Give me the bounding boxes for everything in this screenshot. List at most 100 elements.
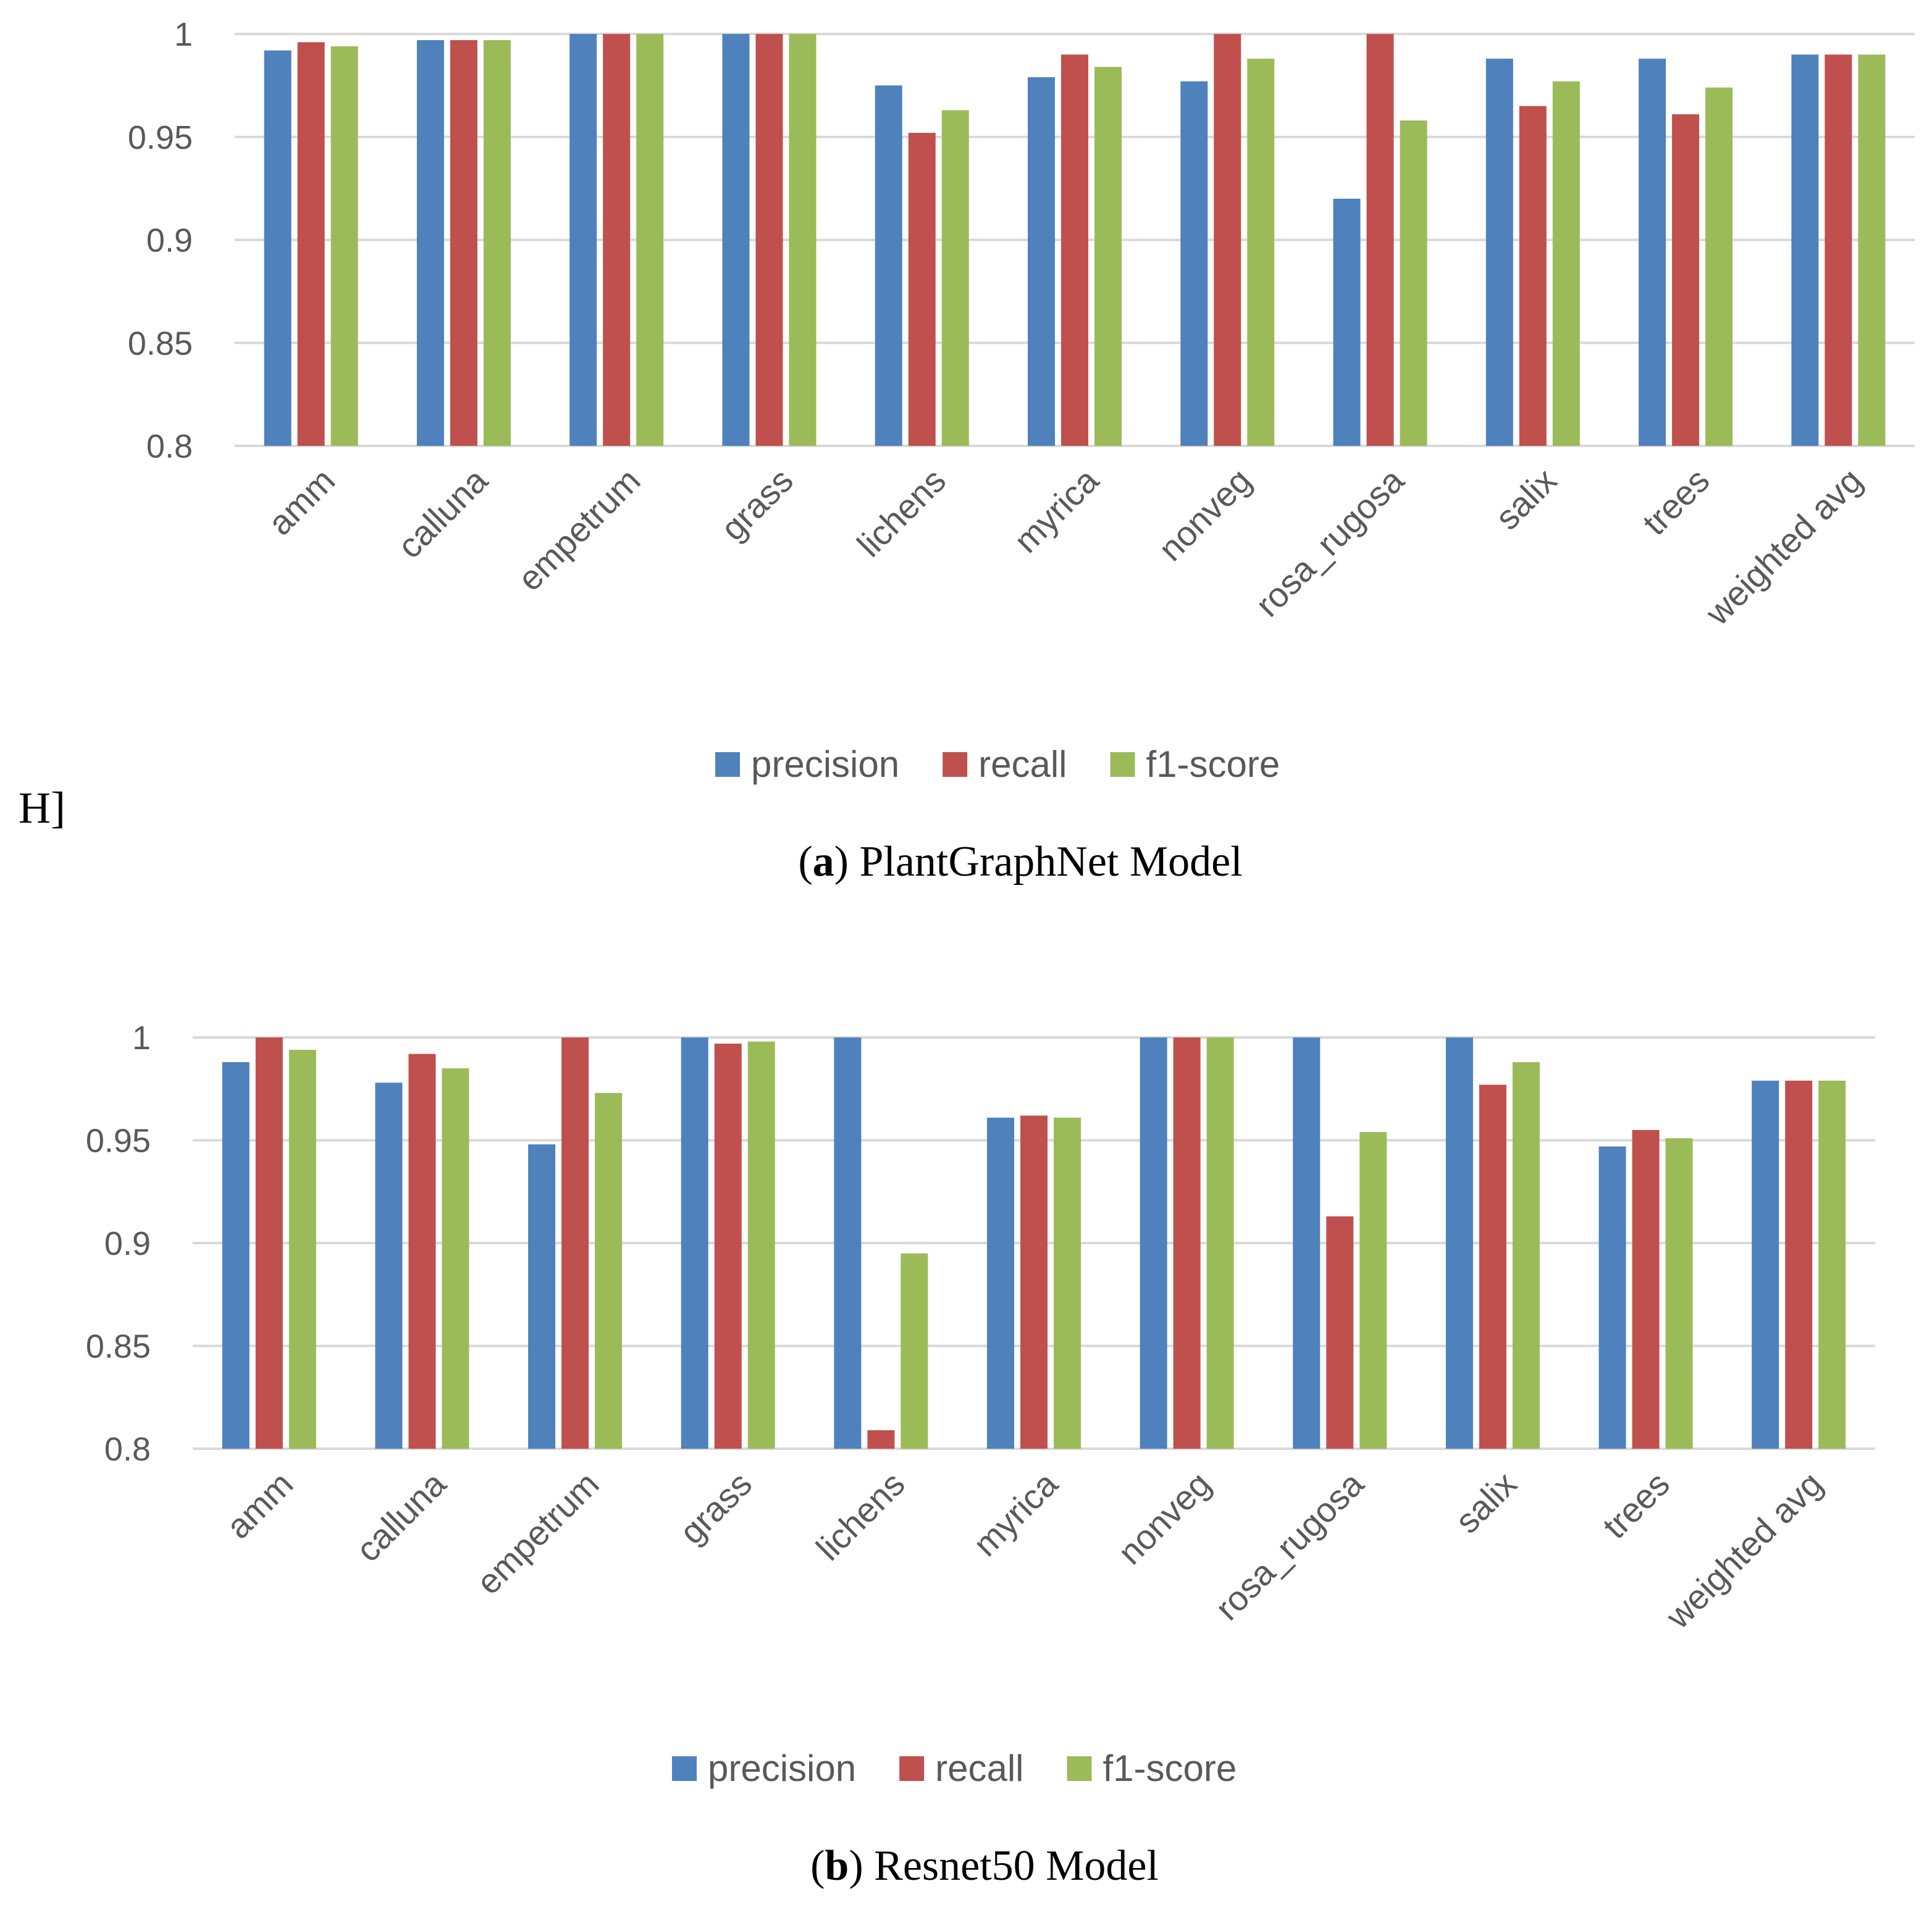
bar-f1-score-nonveg xyxy=(1247,59,1275,446)
bar-precision-grass xyxy=(681,1037,708,1449)
bar-f1-score-rosa-rugosa xyxy=(1359,1132,1387,1449)
category-label: nonveg xyxy=(1111,1464,1218,1572)
category-label: myrica xyxy=(1006,460,1106,560)
bar-precision-salix xyxy=(1485,59,1513,446)
bar-recall-lichens xyxy=(908,133,936,446)
bar-f1-score-trees xyxy=(1665,1138,1693,1449)
chart-plantgraphnet: 0.8 0.85 0.9 0.95 1 amm calluna empetrum grass li… xyxy=(128,16,1915,886)
legend-label-precision: precision xyxy=(708,1748,856,1789)
y-tick-label: 0.95 xyxy=(128,119,193,156)
bar-recall-weighted-avg xyxy=(1785,1080,1813,1449)
legend-swatch-precision xyxy=(672,1756,697,1781)
bar-f1-score-calluna xyxy=(483,40,511,446)
bar-recall-trees xyxy=(1672,114,1700,446)
bar-f1-score-weighted-avg xyxy=(1818,1080,1846,1449)
bar-precision-amm xyxy=(222,1062,250,1449)
category-label: myrica xyxy=(965,1464,1065,1564)
bar-f1-score-empetrum xyxy=(595,1092,623,1449)
category-label: grass xyxy=(672,1464,759,1551)
bar-precision-amm xyxy=(264,50,292,446)
category-label: grass xyxy=(713,461,800,548)
bar-recall-myrica xyxy=(1020,1115,1048,1449)
bar-precision-rosa-rugosa xyxy=(1293,1037,1321,1449)
bar-recall-rosa-rugosa xyxy=(1326,1216,1354,1449)
bar-f1-score-grass xyxy=(789,34,817,446)
category-label: amm xyxy=(219,1464,301,1546)
bar-f1-score-lichens xyxy=(941,110,969,446)
bar-recall-trees xyxy=(1632,1129,1660,1449)
y-tick-label: 0.95 xyxy=(86,1123,151,1160)
category-label: trees xyxy=(1635,461,1717,543)
legend-label-recall: recall xyxy=(978,744,1067,785)
bar-precision-trees xyxy=(1598,1146,1626,1449)
bar-recall-myrica xyxy=(1061,54,1088,446)
category-label: empetrum xyxy=(469,1464,607,1602)
category-label: empetrum xyxy=(510,461,648,598)
category-label: amm xyxy=(261,461,343,543)
bar-f1-score-salix xyxy=(1552,81,1580,446)
bar-recall-lichens xyxy=(867,1430,895,1449)
chart-resnet50: 0.8 0.85 0.9 0.95 1 amm calluna empetrum grass li… xyxy=(86,1020,1875,1890)
bar-f1-score-empetrum xyxy=(636,34,664,446)
bar-recall-grass xyxy=(714,1043,742,1449)
bar-precision-lichens xyxy=(875,85,902,446)
bar-precision-grass xyxy=(722,34,750,446)
bar-precision-myrica xyxy=(1028,77,1055,446)
bar-precision-calluna xyxy=(375,1083,403,1449)
legend-label-precision: precision xyxy=(751,744,899,785)
y-tick-label: 1 xyxy=(174,16,193,53)
bar-f1-score-amm xyxy=(288,1049,316,1449)
bar-precision-nonveg xyxy=(1140,1037,1167,1449)
legend-swatch-f1-score xyxy=(1067,1756,1092,1781)
legend-label-f1-score: f1-score xyxy=(1103,1748,1237,1789)
y-tick-label: 0.9 xyxy=(104,1225,151,1262)
bar-precision-rosa-rugosa xyxy=(1333,198,1361,446)
bar-f1-score-calluna xyxy=(442,1068,469,1449)
category-label: calluna xyxy=(348,1464,454,1569)
bar-f1-score-nonveg xyxy=(1206,1037,1234,1449)
bar-precision-lichens xyxy=(834,1037,862,1449)
bar-precision-salix xyxy=(1445,1037,1473,1449)
bar-recall-amm xyxy=(297,42,325,446)
category-label: weighted avg xyxy=(1658,1464,1830,1636)
legend-label-recall: recall xyxy=(935,1748,1023,1789)
y-tick-label: 0.8 xyxy=(104,1431,151,1468)
category-label: nonveg xyxy=(1151,461,1258,568)
bar-recall-grass xyxy=(755,34,783,446)
bar-f1-score-weighted-avg xyxy=(1858,54,1886,446)
legend-label-f1-score: f1-score xyxy=(1146,744,1280,785)
bar-precision-myrica xyxy=(987,1117,1014,1449)
bar-f1-score-myrica xyxy=(1054,1117,1081,1449)
bar-recall-amm xyxy=(255,1037,283,1449)
legend-swatch-recall xyxy=(943,752,968,777)
bar-f1-score-myrica xyxy=(1094,67,1122,446)
chart-caption: (b) Resnet50 Model xyxy=(810,1842,1159,1890)
category-label: lichens xyxy=(849,461,953,564)
y-tick-label: 0.9 xyxy=(146,222,193,259)
bar-precision-empetrum xyxy=(528,1144,556,1449)
bar-recall-salix xyxy=(1479,1084,1506,1449)
category-label: lichens xyxy=(808,1464,912,1568)
stray-label: H] xyxy=(19,783,65,832)
bar-f1-score-grass xyxy=(747,1041,775,1449)
legend-swatch-precision xyxy=(715,752,740,777)
y-tick-label: 0.8 xyxy=(146,428,193,465)
bar-recall-calluna xyxy=(408,1054,436,1449)
category-label: trees xyxy=(1595,1464,1677,1546)
y-tick-label: 1 xyxy=(132,1020,151,1057)
category-label: calluna xyxy=(390,460,495,566)
y-tick-label: 0.85 xyxy=(128,325,193,362)
bar-f1-score-salix xyxy=(1512,1062,1540,1449)
bar-precision-weighted-avg xyxy=(1791,54,1819,446)
legend-swatch-f1-score xyxy=(1110,752,1135,777)
bar-recall-empetrum xyxy=(561,1037,589,1449)
bar-precision-trees xyxy=(1639,59,1666,446)
bar-recall-salix xyxy=(1519,106,1547,446)
bar-precision-empetrum xyxy=(569,34,597,446)
category-label: salix xyxy=(1488,461,1564,537)
bar-recall-weighted-avg xyxy=(1825,54,1852,446)
category-label: rosa_rugosa xyxy=(1248,460,1411,624)
category-label: weighted avg xyxy=(1697,461,1870,633)
bar-f1-score-trees xyxy=(1705,87,1733,446)
